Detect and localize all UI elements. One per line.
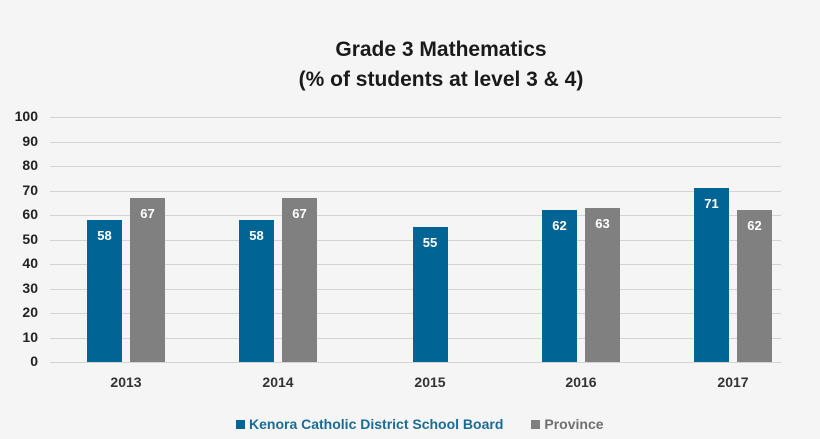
bar-province-2014: 67: [282, 197, 317, 362]
bar-value-label: 58: [249, 227, 264, 243]
legend-label-board: Kenora Catholic District School Board: [249, 416, 504, 432]
gridline: [50, 190, 781, 192]
bar-value-label: 62: [552, 218, 567, 234]
legend-item-province: Province: [531, 416, 604, 432]
x-tick-label: 2017: [717, 374, 749, 390]
bar-value-label: 55: [422, 235, 438, 251]
bar-value-label: 62: [747, 218, 762, 234]
chart-subtitle: (% of students at level 3 & 4): [298, 68, 584, 91]
bar-value-label: 71: [704, 196, 719, 212]
legend-label-province: Province: [544, 416, 604, 432]
bar-value-label: 63: [595, 215, 610, 231]
gridline: [50, 362, 781, 363]
y-tick-label: 0: [30, 353, 38, 369]
gridline: [50, 166, 781, 167]
legend: Kenora Catholic District School Board Pr…: [236, 416, 632, 432]
y-tick-label: 80: [22, 157, 38, 173]
bar-board-2014: 58: [239, 219, 274, 362]
bar-board-2017: 71: [694, 188, 729, 362]
y-tick-label: 90: [22, 132, 38, 149]
y-tick-label: 10: [22, 328, 38, 345]
bar-province-2013: 67: [130, 197, 165, 362]
y-tick-label: 20: [22, 304, 38, 320]
gridline: [50, 215, 781, 216]
bar-board-2015: 55: [412, 227, 448, 362]
gridline: [50, 117, 781, 118]
bar-board-2013: 58: [87, 219, 122, 362]
legend-item-board: Kenora Catholic District School Board: [236, 416, 503, 432]
bar-value-label: 67: [292, 205, 307, 221]
y-tick-label: 70: [22, 181, 38, 198]
legend-swatch-province: [531, 419, 541, 429]
y-tick-label: 50: [22, 230, 38, 247]
bar-board-2016: 62: [542, 210, 577, 362]
bar-province-2017: 62: [737, 210, 772, 362]
chart-title: Grade 3 Mathematics: [335, 38, 547, 61]
y-tick-label: 40: [22, 255, 38, 271]
y-tick-label: 30: [22, 279, 38, 296]
x-tick-label: 2013: [110, 374, 142, 390]
gridline: [50, 141, 781, 143]
bar-value-label: 67: [140, 205, 155, 221]
x-tick-label: 2014: [262, 374, 294, 390]
y-tick-label: 60: [22, 206, 38, 222]
bar-province-2016: 63: [585, 207, 620, 362]
x-tick-label: 2015: [414, 374, 446, 390]
bar-value-label: 58: [97, 227, 112, 243]
x-tick-label: 2016: [565, 374, 597, 390]
y-tick-label: 100: [14, 108, 38, 124]
legend-swatch-board: [236, 419, 245, 429]
